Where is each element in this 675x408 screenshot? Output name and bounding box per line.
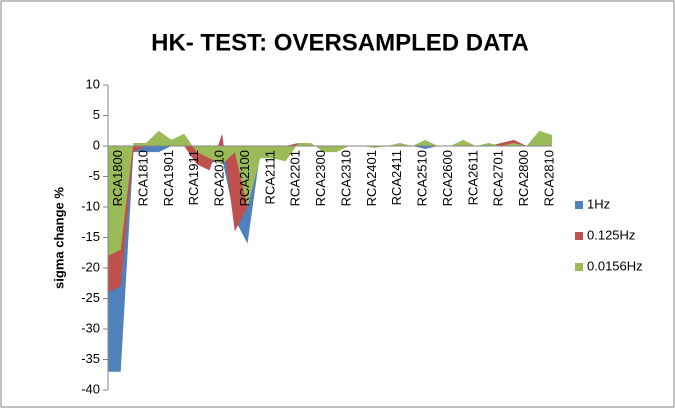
y-tick-label: -40	[81, 381, 100, 396]
x-tick-label: RCA2701	[491, 150, 506, 206]
x-tick-label: RCA2611	[465, 150, 480, 205]
x-tick-label: RCA2800	[516, 150, 531, 206]
x-tick-label: RCA1911	[186, 150, 201, 205]
legend-swatch	[575, 201, 583, 209]
y-tick-label: -25	[81, 290, 100, 305]
legend-label: 0.0156Hz	[587, 258, 643, 273]
chart-title: HK- TEST: OVERSAMPLED DATA	[151, 29, 529, 56]
x-tick-label: RCA2100	[237, 150, 252, 206]
y-axis-title: sigma change %	[51, 187, 66, 289]
legend-swatch	[575, 263, 583, 271]
x-tick-label: RCA2310	[338, 150, 353, 206]
y-tick-label: -10	[81, 198, 100, 213]
x-tick-label: RCA2600	[440, 150, 455, 206]
x-tick-label: RCA2510	[415, 150, 430, 206]
y-tick-label: -20	[81, 259, 100, 274]
x-tick-label: RCA2010	[212, 150, 227, 206]
y-tick-label: -5	[88, 168, 100, 183]
y-tick-label: -30	[81, 320, 100, 335]
x-tick-label: RCA2401	[364, 150, 379, 206]
area	[108, 130, 552, 256]
y-tick-label: -15	[81, 229, 100, 244]
x-tick-label: RCA2111	[262, 150, 277, 204]
x-tick-label: RCA2300	[313, 150, 328, 206]
x-tick-label: RCA2411	[389, 150, 404, 205]
legend-label: 1Hz	[587, 196, 610, 211]
legend-swatch	[575, 232, 583, 240]
x-tick-label: RCA1810	[135, 150, 150, 206]
x-tick-label: RCA1901	[161, 150, 176, 206]
y-tick-label: 5	[93, 107, 100, 122]
legend-label: 0.125Hz	[587, 227, 635, 242]
x-tick-label: RCA2201	[288, 150, 303, 206]
y-tick-label: 10	[86, 76, 100, 91]
x-tick-label: RCA1800	[110, 150, 125, 206]
y-tick-label: 0	[93, 137, 100, 152]
y-tick-label: -35	[81, 351, 100, 366]
x-tick-label: RCA2810	[541, 150, 556, 206]
